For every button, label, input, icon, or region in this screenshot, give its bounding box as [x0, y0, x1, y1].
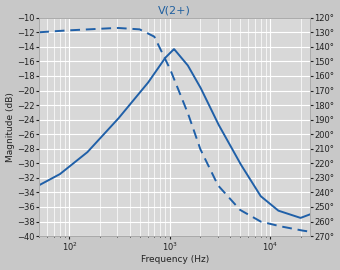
X-axis label: Frequency (Hz): Frequency (Hz) [141, 255, 209, 264]
Y-axis label: Magnitude (dB): Magnitude (dB) [5, 92, 15, 162]
Title: V(2+): V(2+) [158, 6, 191, 16]
